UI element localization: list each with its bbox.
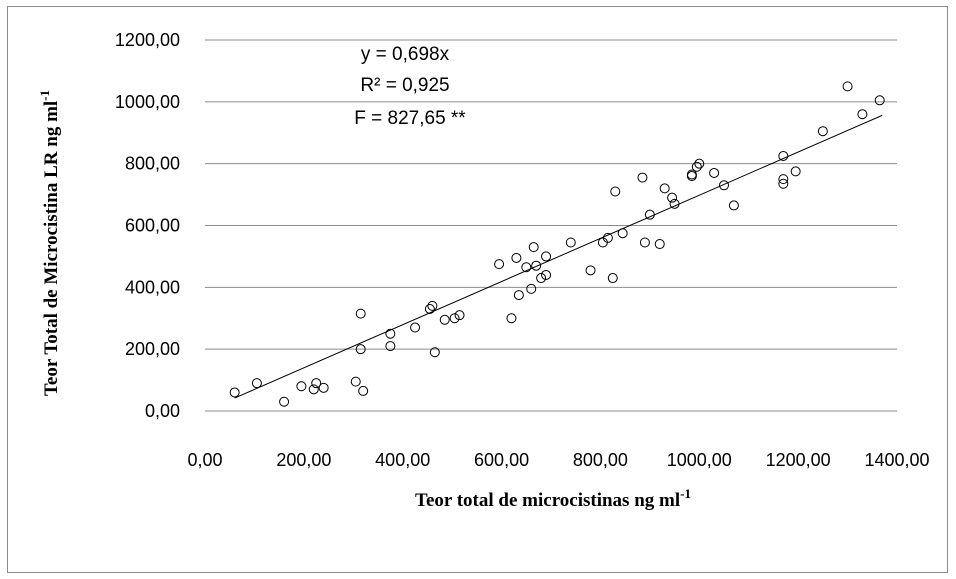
trendline xyxy=(234,114,883,399)
data-point xyxy=(311,378,322,389)
data-point xyxy=(686,169,697,180)
data-point xyxy=(355,308,366,319)
data-point xyxy=(639,237,650,248)
data-point xyxy=(427,300,438,311)
data-point xyxy=(541,251,552,262)
data-point xyxy=(607,273,618,284)
data-point xyxy=(511,252,522,263)
f-statistic-annotation: F = 827,65 ** xyxy=(354,108,466,129)
y-axis-title-text: Teor Total de Microcistina LR ng ml xyxy=(41,101,62,396)
data-point xyxy=(449,313,460,324)
r-squared-annotation: R² = 0,925 xyxy=(360,75,449,96)
data-point xyxy=(637,172,648,183)
x-tick-label: 1200,00 xyxy=(766,450,831,470)
data-point xyxy=(654,239,665,250)
data-point xyxy=(318,382,329,393)
data-point xyxy=(424,303,435,314)
y-tick-labels: 0,00 200,00 400,00 600,00 800,00 1000,00 1200,… xyxy=(115,30,180,421)
data-point xyxy=(410,322,421,333)
data-point xyxy=(667,192,678,203)
data-point xyxy=(857,109,868,120)
data-point xyxy=(644,209,655,220)
data-point xyxy=(565,237,576,248)
data-point xyxy=(694,158,705,169)
y-tick-label: 1000,00 xyxy=(115,92,180,112)
x-axis-title-text: Teor total de microcistinas ng ml xyxy=(415,490,680,511)
data-point xyxy=(350,376,361,387)
data-point xyxy=(691,161,702,172)
data-point xyxy=(659,183,670,194)
data-point xyxy=(385,341,396,352)
data-point xyxy=(296,381,307,392)
data-point xyxy=(602,232,613,243)
data-point xyxy=(454,310,465,321)
data-point xyxy=(526,283,537,294)
data-point xyxy=(709,167,720,178)
data-point xyxy=(669,198,680,209)
data-point xyxy=(506,313,517,324)
data-point xyxy=(251,378,262,389)
data-point xyxy=(358,385,369,396)
x-tick-label: 400,00 xyxy=(375,450,430,470)
equation-annotation: y = 0,698x xyxy=(361,44,450,65)
data-point xyxy=(617,228,628,239)
x-axis-title: Teor total de microcistinas ng ml-1 xyxy=(415,486,691,511)
data-point xyxy=(778,174,789,185)
data-point xyxy=(429,347,440,358)
y-tick-label: 0,00 xyxy=(145,401,180,421)
x-tick-label: 1000,00 xyxy=(667,450,732,470)
x-tick-labels: 0,00 200,00 400,00 600,00 800,00 1000,00 1200,… xyxy=(187,450,929,470)
y-tick-label: 200,00 xyxy=(125,339,180,359)
x-tick-label: 600,00 xyxy=(474,450,529,470)
data-point xyxy=(439,314,450,325)
y-axis-title-superscript: -1 xyxy=(37,90,52,101)
x-tick-label: 200,00 xyxy=(276,450,331,470)
data-point xyxy=(790,166,801,177)
data-point xyxy=(778,178,789,189)
x-axis-title-superscript: -1 xyxy=(680,486,691,501)
data-point xyxy=(494,259,505,270)
y-axis-title: Teor Total de Microcistina LR ng ml-1 xyxy=(37,90,62,396)
data-point xyxy=(778,150,789,161)
data-point xyxy=(536,273,547,284)
data-point xyxy=(728,200,739,211)
y-tick-label: 1200,00 xyxy=(115,30,180,50)
y-tick-label: 800,00 xyxy=(125,154,180,174)
data-point xyxy=(279,396,290,407)
data-point xyxy=(817,126,828,137)
data-point xyxy=(541,269,552,280)
data-point xyxy=(521,262,532,273)
data-point xyxy=(610,186,621,197)
y-tick-label: 600,00 xyxy=(125,216,180,236)
data-point xyxy=(531,260,542,271)
data-point xyxy=(719,180,729,191)
x-tick-label: 0,00 xyxy=(187,450,222,470)
chart-frame xyxy=(7,6,948,573)
y-tick-label: 400,00 xyxy=(125,277,180,297)
data-point xyxy=(355,344,366,355)
x-tick-label: 1400,00 xyxy=(864,450,929,470)
data-point xyxy=(842,81,853,92)
data-points xyxy=(229,81,885,407)
data-point xyxy=(308,384,319,395)
data-point xyxy=(513,290,524,301)
data-point xyxy=(229,387,240,398)
data-point xyxy=(385,328,396,339)
grid-lines xyxy=(205,39,897,350)
data-point xyxy=(528,242,539,253)
data-point xyxy=(874,95,885,106)
data-point xyxy=(585,265,596,276)
x-tick-label: 800,00 xyxy=(573,450,628,470)
